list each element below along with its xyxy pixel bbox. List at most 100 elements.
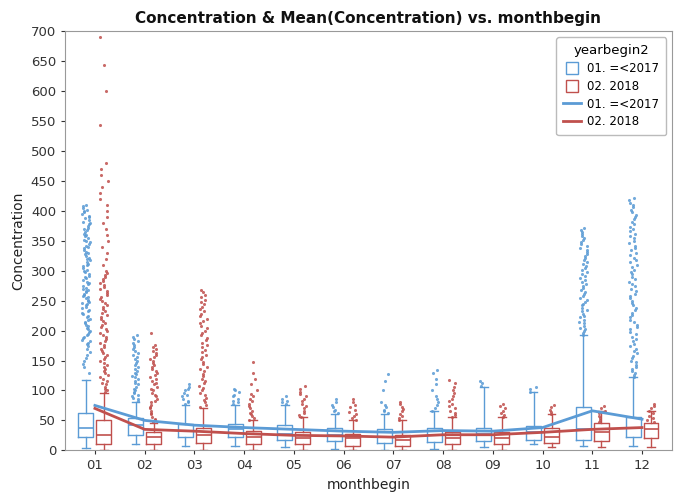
Point bbox=[296, 399, 307, 407]
Point bbox=[147, 365, 158, 373]
Point bbox=[574, 317, 585, 325]
Point bbox=[579, 256, 589, 264]
Point bbox=[98, 374, 109, 382]
Point bbox=[628, 266, 639, 274]
Point bbox=[580, 325, 591, 333]
Point bbox=[78, 202, 89, 210]
Point bbox=[182, 397, 193, 405]
Point bbox=[627, 208, 638, 216]
Point bbox=[84, 326, 95, 334]
Point bbox=[83, 254, 94, 262]
Point bbox=[102, 287, 113, 295]
Point bbox=[351, 416, 362, 424]
Point bbox=[83, 260, 94, 268]
Point bbox=[382, 370, 393, 378]
Point bbox=[298, 409, 309, 417]
Point bbox=[395, 398, 406, 406]
Point bbox=[194, 382, 205, 390]
Point bbox=[201, 394, 212, 402]
Point bbox=[97, 297, 108, 305]
Point bbox=[376, 398, 387, 406]
Point bbox=[150, 341, 161, 349]
Point bbox=[79, 363, 90, 371]
Point bbox=[127, 332, 138, 341]
Point bbox=[83, 212, 94, 220]
Point bbox=[132, 331, 143, 339]
Point bbox=[598, 402, 609, 410]
Point bbox=[102, 371, 113, 379]
X-axis label: monthbegin: monthbegin bbox=[326, 478, 410, 492]
Point bbox=[577, 278, 588, 286]
Point bbox=[301, 392, 312, 400]
Point bbox=[98, 359, 109, 367]
Point bbox=[626, 268, 637, 276]
Point bbox=[248, 369, 259, 377]
Point bbox=[150, 367, 161, 375]
Point bbox=[83, 316, 94, 324]
Point bbox=[580, 272, 591, 280]
Point bbox=[126, 392, 137, 400]
Point bbox=[426, 407, 437, 415]
Point bbox=[625, 292, 636, 300]
Point bbox=[432, 398, 443, 406]
Point bbox=[396, 412, 407, 420]
Point bbox=[130, 370, 141, 378]
Point bbox=[628, 318, 639, 326]
Point bbox=[382, 409, 393, 417]
Point bbox=[196, 339, 207, 347]
Point bbox=[579, 290, 589, 298]
Point bbox=[298, 407, 309, 415]
Point bbox=[82, 261, 93, 269]
Point bbox=[95, 345, 106, 353]
Point bbox=[197, 317, 208, 325]
Point bbox=[83, 342, 94, 350]
Point bbox=[294, 385, 305, 393]
Point bbox=[78, 357, 89, 365]
Point bbox=[82, 226, 93, 234]
Point bbox=[79, 235, 89, 243]
Point bbox=[79, 267, 90, 275]
Point bbox=[578, 260, 589, 268]
Point bbox=[581, 280, 592, 288]
Point bbox=[84, 219, 95, 227]
Point bbox=[576, 301, 587, 309]
Point bbox=[84, 279, 95, 287]
Point bbox=[130, 369, 141, 377]
Point bbox=[79, 228, 90, 236]
Point bbox=[128, 335, 139, 343]
Point bbox=[102, 326, 113, 334]
Point bbox=[84, 270, 95, 278]
Point bbox=[81, 274, 92, 282]
Point bbox=[234, 388, 245, 396]
Point bbox=[195, 305, 206, 313]
Point bbox=[295, 413, 306, 421]
Point bbox=[99, 283, 110, 291]
Point bbox=[630, 275, 641, 283]
Point bbox=[196, 353, 207, 361]
Point bbox=[133, 380, 144, 388]
Point bbox=[151, 379, 162, 387]
Point bbox=[182, 385, 193, 393]
Point bbox=[101, 386, 112, 394]
Point bbox=[197, 384, 208, 392]
Point bbox=[98, 305, 109, 313]
Point bbox=[80, 320, 91, 328]
Point bbox=[449, 379, 460, 387]
Point bbox=[98, 349, 109, 357]
Point bbox=[148, 357, 158, 365]
Point bbox=[229, 386, 240, 394]
Point bbox=[100, 380, 111, 388]
Point bbox=[630, 249, 641, 257]
Point bbox=[578, 284, 589, 292]
Point bbox=[95, 357, 106, 365]
Point bbox=[101, 269, 112, 277]
Point bbox=[128, 385, 139, 393]
Point bbox=[102, 177, 113, 185]
Point bbox=[630, 287, 641, 295]
Point bbox=[625, 328, 636, 336]
Point bbox=[196, 293, 207, 301]
Point bbox=[152, 383, 163, 391]
Point bbox=[201, 334, 212, 342]
Point bbox=[344, 408, 355, 416]
Point bbox=[82, 331, 93, 339]
